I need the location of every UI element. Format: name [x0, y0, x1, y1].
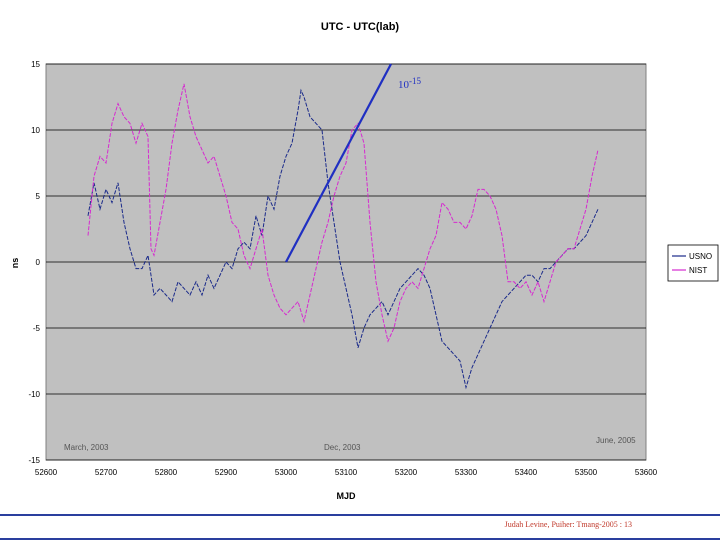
series-line-usno [87, 88, 599, 390]
legend: USNO NIST [667, 244, 719, 282]
axes-layer: 15 10 5 0 -5 -10 -15 52600 52700 52800 52900 53000 5… [28, 60, 657, 477]
x-axis-label: MJD [336, 491, 356, 501]
slope-label-exponent: -15 [409, 76, 421, 86]
x-tick-label: 53000 [275, 468, 298, 477]
slope-reference-line [285, 63, 392, 263]
footer-bar: Judah Levine, Puiher: Tmang-2005 : 13 [0, 514, 720, 540]
x-tick-label: 53200 [395, 468, 418, 477]
x-tick-label: 52800 [155, 468, 178, 477]
series-layer [87, 83, 599, 390]
x-tick-label: 53300 [455, 468, 478, 477]
legend-box [667, 244, 719, 282]
annotation-start-date: March, 2003 [64, 443, 109, 452]
slope-label: 10-15 [398, 76, 421, 91]
annotation-mid-date: Dec, 2003 [324, 443, 361, 452]
y-tick-label: -10 [28, 390, 40, 399]
legend-label-nist: NIST [689, 266, 707, 275]
x-tick-label: 53400 [515, 468, 538, 477]
y-tick-label: -15 [28, 456, 40, 465]
annotation-end-date: June, 2005 [596, 436, 636, 445]
x-tick-label: 52600 [35, 468, 58, 477]
x-tick-label: 53600 [635, 468, 658, 477]
x-tick-label: 52700 [95, 468, 118, 477]
y-tick-label: 10 [31, 126, 40, 135]
x-tick-label: 52900 [215, 468, 238, 477]
chart-title: UTC - UTC(lab) [321, 21, 400, 33]
y-tick-label: 0 [36, 258, 41, 267]
legend-label-usno: USNO [689, 252, 712, 261]
grid-lines [46, 63, 646, 461]
y-tick-label: 5 [36, 192, 41, 201]
annotations-layer: 10-15 March, 2003 Dec, 2003 June, 2005 [64, 63, 636, 452]
slope-label-base: 10 [398, 79, 410, 91]
y-tick-label: 15 [31, 60, 40, 69]
y-axis-label: ns [10, 258, 20, 269]
series-line-nist [87, 83, 599, 343]
x-tick-label: 53500 [575, 468, 598, 477]
footer-credit: Judah Levine, Puiher: Tmang-2005 : 13 [504, 520, 632, 529]
x-tick-label: 53100 [335, 468, 358, 477]
y-tick-label: -5 [33, 324, 41, 333]
